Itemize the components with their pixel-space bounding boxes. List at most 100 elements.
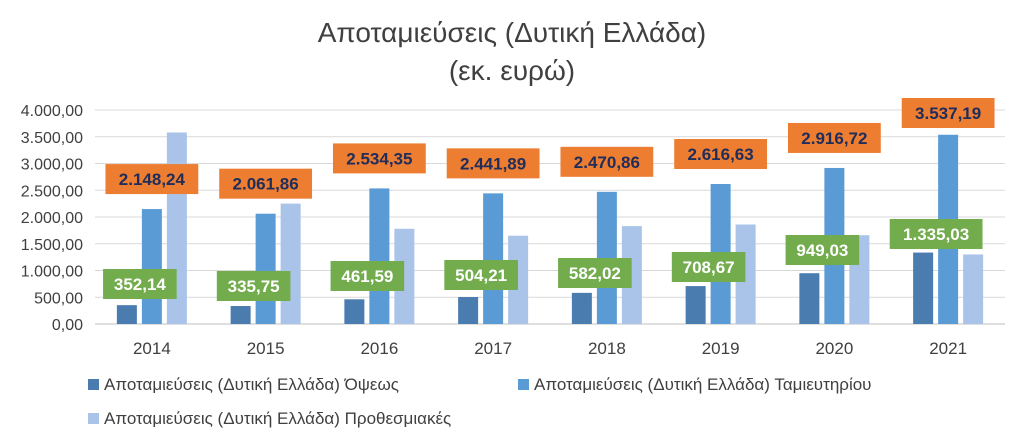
bar [255,213,276,324]
data-label: 3.537,19 [901,98,995,128]
data-label: 504,21 [444,260,518,290]
bar [394,228,415,324]
legend-item: Αποταμιεύσεις (Δυτική Ελλάδα) Προθεσμιακ… [88,409,451,428]
y-tick-label: 3.500,00 [21,130,83,147]
data-labels: 352,14 2.148,24 335,75 2.061,86 461,59 2.534,… [103,98,995,301]
bar [116,305,137,324]
bar [963,254,984,324]
bar [596,191,617,324]
data-label-box [444,260,518,290]
data-label: 2.470,86 [560,146,654,177]
y-axis: 0,00 500,00 1.000,00 1.500,00 2.000,00 2.500,… [21,103,83,334]
data-label-text: 2.916,72 [801,129,867,148]
data-label: 335,75 [216,271,291,301]
y-tick-label: 1.500,00 [21,237,83,254]
y-tick-label: 3.000,00 [21,157,83,174]
bar [735,224,756,324]
data-label-box [560,146,654,177]
legend-swatch [518,379,529,390]
data-label: 708,67 [671,252,746,282]
legend-item: Αποταμιεύσεις (Δυτική Ελλάδα) Ταμιευτηρί… [518,375,871,394]
bar [508,235,529,324]
data-label-text: 504,21 [455,266,507,285]
data-label-text: 582,02 [569,264,621,283]
legend-label: Αποταμιεύσεις (Δυτική Ελλάδα) Όψεως [104,375,399,394]
bar [369,188,390,324]
data-label: 2.061,86 [219,168,313,199]
y-tick-label: 2.000,00 [21,210,83,227]
data-label-text: 335,75 [228,277,280,296]
data-label-text: 2.441,89 [460,154,526,173]
data-label-text: 949,03 [796,241,848,260]
x-tick-label: 2020 [815,339,853,358]
y-tick-label: 2.500,00 [21,183,83,200]
legend: Αποταμιεύσεις (Δυτική Ελλάδα) Όψεως Αποτα… [88,375,871,428]
legend-label: Αποταμιεύσεις (Δυτική Ελλάδα) Ταμιευτηρί… [534,375,871,394]
data-label-text: 2.148,24 [119,170,186,189]
legend-label: Αποταμιεύσεις (Δυτική Ελλάδα) Προθεσμιακ… [104,409,451,428]
data-label-box [105,164,199,195]
bar [483,193,504,324]
legend-swatch [88,379,99,390]
data-label-box [785,235,860,265]
data-label: 2.148,24 [105,164,199,195]
chart-title: Αποταμιεύσεις (Δυτική Ελλάδα) [318,17,707,48]
data-label-box [330,261,405,291]
y-tick-label: 500,00 [34,290,83,307]
bar [344,299,365,324]
x-axis: 2014 2015 2016 2017 2018 2019 2020 2021 [133,339,967,358]
legend-swatch [88,413,99,424]
x-tick-label: 2015 [247,339,285,358]
data-label-box [219,168,313,199]
data-label: 582,02 [558,258,632,288]
data-label-box [674,139,768,170]
bar [230,306,251,324]
data-label-text: 352,14 [114,275,167,294]
y-tick-label: 1.000,00 [21,264,83,281]
x-tick-label: 2014 [133,339,171,358]
data-label: 949,03 [785,235,860,265]
bar [458,297,479,324]
data-label-box [671,252,746,282]
data-label-box [103,269,177,299]
data-label: 2.441,89 [446,148,540,179]
data-label: 461,59 [330,261,405,291]
bar [141,209,162,324]
data-label-box [901,98,995,128]
x-tick-label: 2018 [588,339,626,358]
x-tick-label: 2021 [929,339,967,358]
data-label-text: 2.616,63 [688,145,754,164]
data-label-text: 2.061,86 [233,175,299,194]
bar [621,226,642,324]
x-tick-label: 2019 [702,339,740,358]
bar [571,292,592,324]
legend-item: Αποταμιεύσεις (Δυτική Ελλάδα) Όψεως [88,375,399,394]
data-label-text: 3.537,19 [915,104,981,123]
data-label-box [332,143,426,174]
x-tick-label: 2016 [360,339,398,358]
y-tick-label: 0,00 [52,317,83,334]
chart-subtitle: (εκ. ευρώ) [449,55,575,86]
data-label-box [889,219,983,249]
bar [685,286,706,324]
bar [913,252,934,324]
data-label: 2.916,72 [787,122,881,153]
data-label-text: 1.335,03 [903,225,969,244]
bar [280,203,301,324]
x-tick-label: 2017 [474,339,512,358]
data-label-text: 2.534,35 [346,149,412,168]
data-label-box [446,148,540,179]
data-label-text: 2.470,86 [574,153,640,172]
data-label: 2.616,63 [674,139,768,170]
data-label: 2.534,35 [332,143,426,174]
data-label: 1.335,03 [889,219,983,249]
data-label-box [216,271,291,301]
data-label: 352,14 [103,269,177,299]
data-label-text: 708,67 [683,258,735,277]
data-label-text: 461,59 [341,267,393,286]
bar [799,273,820,324]
y-tick-label: 4.000,00 [21,103,83,120]
data-label-box [558,258,632,288]
data-label-box [787,122,881,153]
